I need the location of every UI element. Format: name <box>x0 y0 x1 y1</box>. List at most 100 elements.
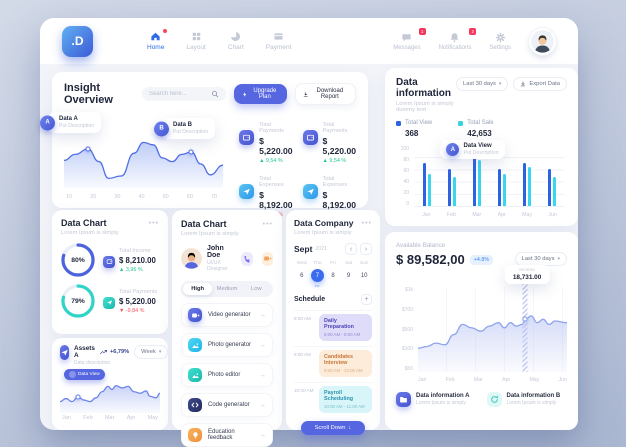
bar-group-apr <box>498 148 507 206</box>
video-icon <box>188 308 202 322</box>
calendar-date-6[interactable]: 6 <box>300 272 304 279</box>
tooltip-data-view: Data View <box>64 369 105 380</box>
bar <box>523 162 527 206</box>
calendar-date-10[interactable]: 10 <box>360 272 368 279</box>
user-role: UI/UX Designer <box>207 260 228 272</box>
schedule-time: 8:00 AM <box>294 316 311 321</box>
card-subtitle: Lorem Ipsum is simply <box>181 231 239 237</box>
data-information-card: Data information Lorem Ipsum is simply d… <box>385 68 578 226</box>
more-menu-icon[interactable]: ••• <box>262 220 273 228</box>
available-balance-card: Available Balance $ 89,582,00 +4.8% Last… <box>385 232 578 430</box>
search-icon <box>212 91 219 98</box>
prev-month-button[interactable]: ‹ <box>345 243 357 255</box>
notification-dot <box>163 29 168 33</box>
tab-medium[interactable]: Medium <box>216 286 238 292</box>
dashboard-window: .D Home Layout Chart Payment <box>40 18 578 447</box>
list-item-video-generator[interactable]: Video generator → <box>181 303 273 327</box>
card-title: Data Chart <box>61 218 107 228</box>
nav-item-payment[interactable]: Payment <box>265 31 292 51</box>
upgrade-plan-button[interactable]: Upgrade Plan <box>234 84 288 104</box>
user-profile: John Doe UI/UX Designer <box>181 245 273 272</box>
nav-item-chart[interactable]: Chart <box>228 31 244 51</box>
user-avatar[interactable] <box>529 27 556 55</box>
date-range-dropdown[interactable]: Last 30 days ▾ <box>456 77 509 91</box>
badge-a: A <box>446 143 460 156</box>
nav-item-layout[interactable]: Layout <box>186 31 206 51</box>
data-chart-list-card: Data Chart ••• Lorem Ipsum is simply Joh… <box>172 210 282 447</box>
download-icon <box>303 91 308 96</box>
tab-high[interactable]: High <box>183 283 213 295</box>
dashboard-content: Insight Overview Upgrade Plan Download R… <box>40 64 578 447</box>
tab-low[interactable]: Low <box>251 286 262 292</box>
schedule-event-daily-preparation[interactable]: Daily Preparation 8:00 AM - 9:00 AM <box>319 314 372 341</box>
add-schedule-button[interactable]: + <box>361 294 372 305</box>
messages-button[interactable]: 1 Messages <box>393 27 426 51</box>
home-icon <box>151 32 160 41</box>
calendar-date-7-selected[interactable]: 7 <box>310 269 326 282</box>
list-item-photo-generator[interactable]: Photo generator → <box>181 333 273 357</box>
schedule-row: 9:00 AM Candidates Interview 9:00 AM - 1… <box>294 346 372 377</box>
more-menu-icon[interactable]: ••• <box>148 219 159 227</box>
tooltip-data-view: A Data View Put Description <box>440 140 505 159</box>
donut-row-income: 80% Total Income $ 8,210.00 ▲ 3,96 % <box>61 243 159 277</box>
chevron-down-icon: ▾ <box>498 81 502 87</box>
calendar-date-8[interactable]: 8 <box>331 272 335 279</box>
chevron-down-icon: ▾ <box>158 349 162 355</box>
export-data-button[interactable]: Export Data <box>513 77 567 91</box>
bar <box>452 177 456 206</box>
video-call-button[interactable] <box>261 251 273 266</box>
calendar-date-9[interactable]: 9 <box>346 272 351 279</box>
assets-title: Assets A +6,79% <box>74 345 130 359</box>
settings-label: Settings <box>489 44 511 51</box>
page-title: Insight Overview <box>64 82 113 106</box>
data-chart-donut-card: Data Chart ••• Lorem Ipsum is simply 80%… <box>52 210 168 334</box>
chart-legend: Total View 368 Total Sale 42,653 <box>396 120 567 138</box>
chevron-down-icon: ▾ <box>557 256 560 262</box>
app-logo[interactable]: .D <box>62 25 93 57</box>
wallet-icon <box>103 255 115 268</box>
card-title: Data information <box>396 77 451 99</box>
list-item-code-generator[interactable]: Code generator → <box>181 393 273 417</box>
call-button[interactable] <box>241 251 253 266</box>
calendar-year: 2021 <box>315 246 327 252</box>
send-icon <box>239 184 255 199</box>
trend-up-icon <box>99 350 107 354</box>
week-dropdown[interactable]: Week ▾ <box>134 345 169 359</box>
list-item-photo-editor[interactable]: Photo editor → <box>181 363 273 387</box>
settings-button[interactable]: Settings <box>489 32 511 51</box>
arrow-right-icon: → <box>259 431 266 439</box>
stat-total-payments: Total Payments $ 5,220.00 ▲ 9,54 % <box>239 122 293 164</box>
notifications-button[interactable]: 2 Notifications <box>439 27 477 51</box>
nav-label: Payment <box>265 44 292 51</box>
more-menu-icon[interactable]: ••• <box>361 219 372 227</box>
assets-area-chart: Data View <box>60 369 160 413</box>
card-title: Data Company <box>294 218 354 228</box>
balance-delta-badge: +4.8% <box>469 254 494 265</box>
credit-card-icon <box>274 33 283 40</box>
data-information-b: Data information B Lorem Ipsum is simply <box>486 392 568 407</box>
calendar-month: Sept <box>294 244 313 254</box>
balance-label: Available Balance <box>396 242 446 249</box>
next-month-button[interactable]: › <box>360 243 372 255</box>
search-input[interactable] <box>149 91 208 97</box>
list-item-education-feedback[interactable]: Education feedback → <box>181 423 273 447</box>
bar <box>548 168 552 206</box>
tooltip-data-a: A Data A Put Description <box>40 112 102 133</box>
scroll-down-button[interactable]: Scroll Down ↓ <box>301 421 365 435</box>
download-report-button[interactable]: Download Report <box>295 83 356 105</box>
grouped-bar-chart: 100 80 60 40 20 0 Jan Feb Mar Apr May Jun A Data V… <box>396 140 567 218</box>
balance-footer: Data information A Lorem Ipsum is simply… <box>396 392 567 407</box>
legend-swatch <box>396 120 401 126</box>
nav-item-home[interactable]: Home <box>147 29 168 51</box>
date-range-dropdown[interactable]: Last 30 days ▾ <box>514 252 567 266</box>
bars-plot <box>414 148 565 207</box>
tooltip-income: Income 18,731.00 <box>504 265 550 284</box>
schedule-event-candidates-interview[interactable]: Candidates Interview 9:00 AM - 10:00 AM <box>319 350 372 377</box>
messages-icon <box>402 33 412 41</box>
x-axis-labels: Jan Feb Mar Apr May Jun <box>418 377 567 383</box>
data-company-card: Data Company ••• Lorem Ipsum is simply S… <box>286 210 380 435</box>
data-information-a: Data information A Lorem Ipsum is simply <box>396 392 477 407</box>
schedule-event-payroll-scheduling[interactable]: Payroll Scheduling 10:00 AM - 11:00 AM <box>319 386 372 413</box>
arrow-right-icon: → <box>259 401 266 409</box>
data-point-dot <box>85 146 91 152</box>
